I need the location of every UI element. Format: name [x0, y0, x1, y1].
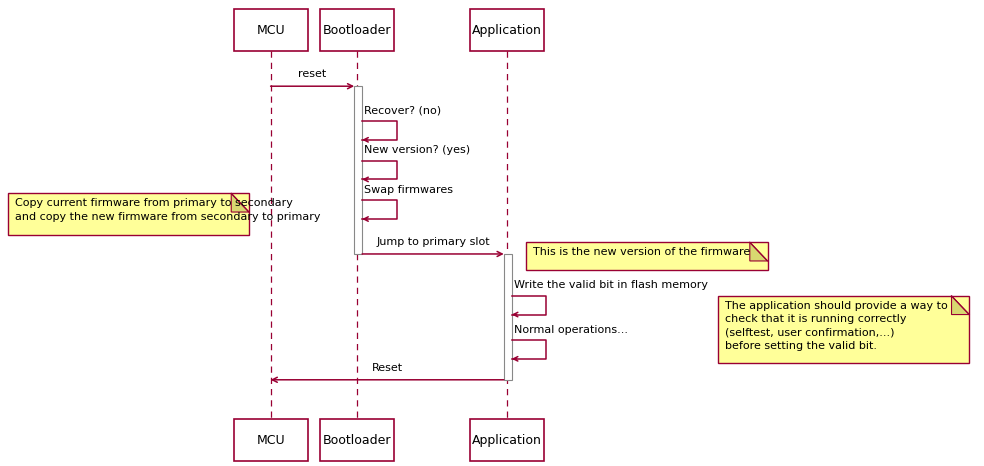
Text: Write the valid bit in flash memory: Write the valid bit in flash memory	[514, 281, 707, 290]
FancyBboxPatch shape	[526, 242, 768, 270]
Text: Bootloader: Bootloader	[323, 24, 392, 37]
FancyBboxPatch shape	[354, 86, 362, 254]
Text: This is the new version of the firmware: This is the new version of the firmware	[533, 247, 751, 257]
FancyBboxPatch shape	[504, 254, 512, 380]
FancyBboxPatch shape	[321, 419, 395, 461]
Text: Reset: Reset	[372, 363, 402, 373]
Text: The application should provide a way to
check that it is running correctly
(self: The application should provide a way to …	[725, 301, 948, 351]
Text: Recover? (no): Recover? (no)	[364, 106, 441, 116]
FancyBboxPatch shape	[321, 9, 395, 51]
FancyBboxPatch shape	[470, 9, 543, 51]
Text: MCU: MCU	[256, 24, 285, 37]
FancyBboxPatch shape	[8, 193, 249, 235]
Text: MCU: MCU	[256, 434, 285, 447]
Text: Bootloader: Bootloader	[323, 434, 392, 447]
Polygon shape	[750, 242, 768, 261]
Text: Normal operations...: Normal operations...	[514, 325, 628, 335]
Polygon shape	[952, 296, 969, 315]
FancyBboxPatch shape	[470, 419, 543, 461]
FancyBboxPatch shape	[234, 9, 308, 51]
Text: Jump to primary slot: Jump to primary slot	[376, 237, 490, 247]
Text: Application: Application	[471, 434, 542, 447]
Text: reset: reset	[298, 69, 327, 79]
Text: Swap firmwares: Swap firmwares	[364, 185, 453, 195]
Text: Copy current firmware from primary to secondary
and copy the new firmware from s: Copy current firmware from primary to se…	[15, 198, 320, 222]
FancyBboxPatch shape	[234, 419, 308, 461]
Text: New version? (yes): New version? (yes)	[364, 145, 470, 155]
Text: Application: Application	[471, 24, 542, 37]
FancyBboxPatch shape	[718, 296, 969, 363]
Polygon shape	[231, 193, 249, 212]
